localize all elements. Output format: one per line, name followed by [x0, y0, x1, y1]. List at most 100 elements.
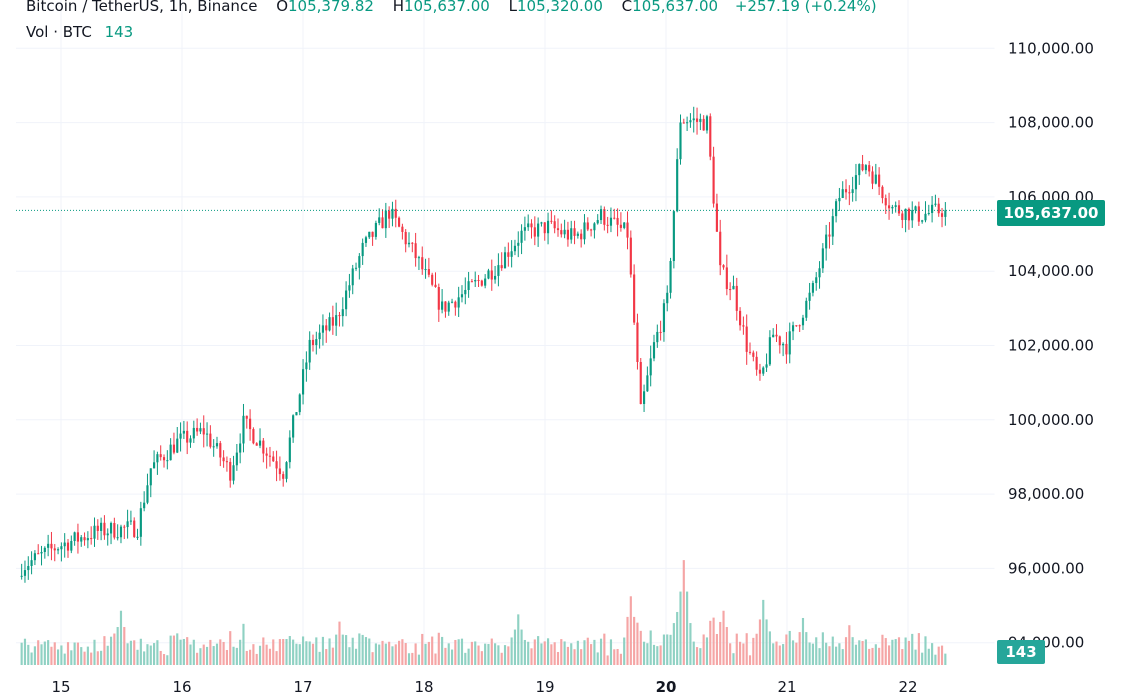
candle-body	[669, 261, 672, 293]
candle-body	[848, 192, 851, 194]
volume-bar	[404, 643, 407, 665]
candle-body	[272, 456, 275, 462]
volume-bar	[848, 625, 851, 665]
volume-bar	[679, 591, 682, 665]
volume-bar	[904, 637, 907, 665]
volume-bar	[219, 639, 222, 665]
candle-body	[510, 251, 513, 257]
volume-bar	[447, 643, 450, 665]
candle-body	[530, 223, 533, 228]
volume-bar	[619, 653, 622, 665]
candle-body	[864, 165, 867, 171]
candle-body	[450, 301, 454, 303]
candle-body	[831, 216, 834, 237]
volume-bar	[835, 646, 838, 665]
candle-body	[616, 217, 619, 225]
y-tick-label: 104,000.00	[1008, 262, 1094, 280]
candle-body	[599, 209, 603, 221]
high-value: 105,637.00	[403, 0, 490, 15]
y-tick-label: 108,000.00	[1008, 114, 1094, 132]
volume-bar	[666, 634, 669, 665]
volume-bar	[298, 644, 301, 665]
volume-bar	[262, 637, 265, 665]
volume-bar	[543, 641, 546, 665]
volume-bar	[712, 617, 715, 665]
candle-body	[205, 433, 209, 435]
candle-body	[222, 457, 225, 462]
candle-body	[609, 217, 613, 226]
volume-bar	[23, 638, 27, 665]
candle-body	[100, 522, 103, 531]
volume-bar	[490, 638, 493, 665]
volume-bar	[411, 652, 414, 665]
volume-bar	[659, 645, 662, 665]
close-value: 105,637.00	[632, 0, 719, 15]
candle-body	[318, 332, 321, 340]
volume-bar	[460, 638, 464, 665]
volume-bar	[586, 637, 589, 665]
candle-body	[364, 237, 368, 243]
volume-bar	[530, 648, 533, 665]
candle-body	[752, 352, 755, 357]
volume-bar	[739, 641, 742, 665]
candle-body	[626, 222, 629, 238]
candle-body	[106, 533, 109, 536]
volume-bar	[146, 644, 149, 665]
candle-body	[305, 362, 308, 370]
volume-bar	[503, 645, 507, 665]
volume-bar	[775, 641, 778, 665]
open-value: 105,379.82	[288, 0, 374, 15]
candle-body	[897, 205, 901, 214]
candle-body	[586, 222, 589, 230]
x-tick-label: 18	[414, 678, 433, 696]
candle-body	[374, 222, 377, 237]
volume-bar	[844, 637, 848, 665]
volume-bar	[815, 637, 818, 665]
candle-body	[37, 553, 40, 555]
volume-bar	[156, 640, 159, 665]
volume-bar	[649, 630, 652, 665]
candle-body	[583, 222, 586, 240]
candle-body	[576, 233, 579, 236]
candle-body	[931, 204, 934, 214]
volume-bar	[239, 639, 242, 665]
volume-bar	[401, 639, 404, 665]
volume-bar	[795, 642, 798, 665]
candle-body	[378, 217, 381, 223]
candle-body	[854, 175, 858, 190]
volume-bar	[894, 639, 897, 665]
volume-bar	[444, 647, 447, 665]
candle-body	[791, 325, 795, 332]
candle-body	[474, 279, 477, 282]
candle-body	[940, 213, 944, 217]
candle-body	[894, 205, 897, 207]
volume-bar	[176, 633, 179, 665]
volume-bar	[921, 652, 924, 665]
candle-body	[550, 220, 553, 222]
candle-body	[868, 165, 871, 172]
volume-bar	[523, 639, 526, 665]
candle-body	[156, 454, 159, 463]
volume-bar	[424, 643, 427, 665]
candle-body	[636, 322, 639, 363]
volume-bar	[825, 642, 828, 665]
volume-bar	[209, 639, 212, 665]
low-value: 105,320.00	[517, 0, 603, 15]
candle-body	[245, 415, 248, 419]
candle-body	[540, 222, 543, 224]
volume-bar	[50, 646, 53, 665]
volume-bar	[745, 633, 748, 665]
candle-body	[136, 536, 139, 538]
candle-body	[153, 462, 156, 469]
volume-bar	[626, 616, 629, 665]
candle-body	[258, 440, 262, 446]
volume-bar	[851, 637, 854, 665]
volume-bar	[715, 633, 718, 665]
candle-body	[66, 542, 70, 551]
candle-body	[497, 265, 500, 276]
candle-body	[768, 337, 771, 365]
candle-body	[391, 208, 394, 219]
volume-bar	[646, 643, 649, 665]
volume-bar	[27, 644, 30, 665]
